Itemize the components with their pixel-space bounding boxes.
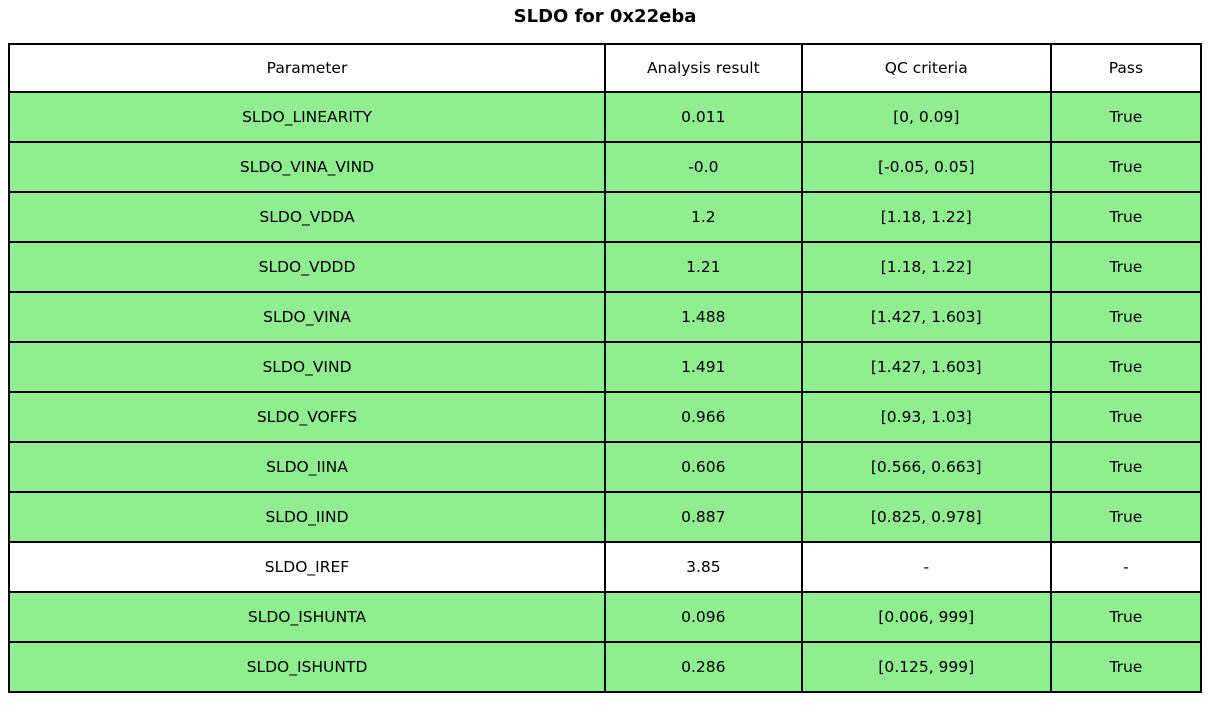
cell-pass: True <box>1049 141 1203 193</box>
table-row: SLDO_VINA 1.488 [1.427, 1.603] True <box>8 291 1203 343</box>
cell-analysis-result: 1.21 <box>604 241 803 293</box>
cell-parameter: SLDO_ISHUNTD <box>8 641 606 693</box>
column-header-pass: Pass <box>1049 43 1203 93</box>
cell-qc-criteria: [0.125, 999] <box>800 641 1052 693</box>
cell-pass: True <box>1049 491 1203 543</box>
table-row: SLDO_VINA_VIND -0.0 [-0.05, 0.05] True <box>8 141 1203 193</box>
cell-analysis-result: 1.2 <box>604 191 803 243</box>
page-title: SLDO for 0x22eba <box>513 6 697 27</box>
cell-qc-criteria: [1.18, 1.22] <box>800 191 1052 243</box>
column-header-qc-criteria: QC criteria <box>800 43 1052 93</box>
table-row: SLDO_LINEARITY 0.011 [0, 0.09] True <box>8 91 1203 143</box>
cell-pass: True <box>1049 441 1203 493</box>
column-header-parameter: Parameter <box>8 43 606 93</box>
cell-pass: True <box>1049 91 1203 143</box>
table-body: SLDO_LINEARITY 0.011 [0, 0.09] True SLDO… <box>8 91 1203 693</box>
cell-parameter: SLDO_IREF <box>8 541 606 593</box>
cell-qc-criteria: [0, 0.09] <box>800 91 1052 143</box>
cell-parameter: SLDO_VINA <box>8 291 606 343</box>
cell-parameter: SLDO_VDDA <box>8 191 606 243</box>
cell-analysis-result: 1.491 <box>604 341 803 393</box>
cell-qc-criteria: [1.427, 1.603] <box>800 341 1052 393</box>
cell-analysis-result: 0.096 <box>604 591 803 643</box>
cell-parameter: SLDO_VINA_VIND <box>8 141 606 193</box>
cell-pass: True <box>1049 391 1203 443</box>
cell-pass: True <box>1049 341 1203 393</box>
cell-analysis-result: -0.0 <box>604 141 803 193</box>
column-header-analysis-result: Analysis result <box>604 43 803 93</box>
cell-qc-criteria: [0.93, 1.03] <box>800 391 1052 443</box>
header-row: Parameter Analysis result QC criteria Pa… <box>8 43 1203 93</box>
cell-analysis-result: 1.488 <box>604 291 803 343</box>
qc-results-table: Parameter Analysis result QC criteria Pa… <box>8 43 1203 693</box>
cell-analysis-result: 3.85 <box>604 541 803 593</box>
cell-parameter: SLDO_LINEARITY <box>8 91 606 143</box>
cell-qc-criteria: [-0.05, 0.05] <box>800 141 1052 193</box>
cell-analysis-result: 0.606 <box>604 441 803 493</box>
table-row: SLDO_IIND 0.887 [0.825, 0.978] True <box>8 491 1203 543</box>
cell-qc-criteria: [1.427, 1.603] <box>800 291 1052 343</box>
cell-qc-criteria: [0.006, 999] <box>800 591 1052 643</box>
cell-qc-criteria: [0.566, 0.663] <box>800 441 1052 493</box>
cell-pass: True <box>1049 291 1203 343</box>
cell-analysis-result: 0.966 <box>604 391 803 443</box>
table-row: SLDO_VDDD 1.21 [1.18, 1.22] True <box>8 241 1203 293</box>
cell-pass: True <box>1049 191 1203 243</box>
cell-pass: True <box>1049 591 1203 643</box>
cell-analysis-result: 0.286 <box>604 641 803 693</box>
cell-parameter: SLDO_VDDD <box>8 241 606 293</box>
cell-qc-criteria: - <box>800 541 1052 593</box>
cell-parameter: SLDO_IINA <box>8 441 606 493</box>
cell-pass: True <box>1049 241 1203 293</box>
table-row: SLDO_IREF 3.85 - - <box>8 541 1203 593</box>
cell-pass: True <box>1049 641 1203 693</box>
cell-pass: - <box>1049 541 1203 593</box>
cell-analysis-result: 0.011 <box>604 91 803 143</box>
table-row: SLDO_VIND 1.491 [1.427, 1.603] True <box>8 341 1203 393</box>
cell-parameter: SLDO_VOFFS <box>8 391 606 443</box>
table-row: SLDO_ISHUNTA 0.096 [0.006, 999] True <box>8 591 1203 643</box>
cell-parameter: SLDO_IIND <box>8 491 606 543</box>
table-header: Parameter Analysis result QC criteria Pa… <box>8 43 1203 93</box>
cell-parameter: SLDO_ISHUNTA <box>8 591 606 643</box>
table-row: SLDO_IINA 0.606 [0.566, 0.663] True <box>8 441 1203 493</box>
cell-parameter: SLDO_VIND <box>8 341 606 393</box>
cell-qc-criteria: [1.18, 1.22] <box>800 241 1052 293</box>
table-row: SLDO_VOFFS 0.966 [0.93, 1.03] True <box>8 391 1203 443</box>
table-row: SLDO_ISHUNTD 0.286 [0.125, 999] True <box>8 641 1203 693</box>
table-row: SLDO_VDDA 1.2 [1.18, 1.22] True <box>8 191 1203 243</box>
cell-analysis-result: 0.887 <box>604 491 803 543</box>
cell-qc-criteria: [0.825, 0.978] <box>800 491 1052 543</box>
